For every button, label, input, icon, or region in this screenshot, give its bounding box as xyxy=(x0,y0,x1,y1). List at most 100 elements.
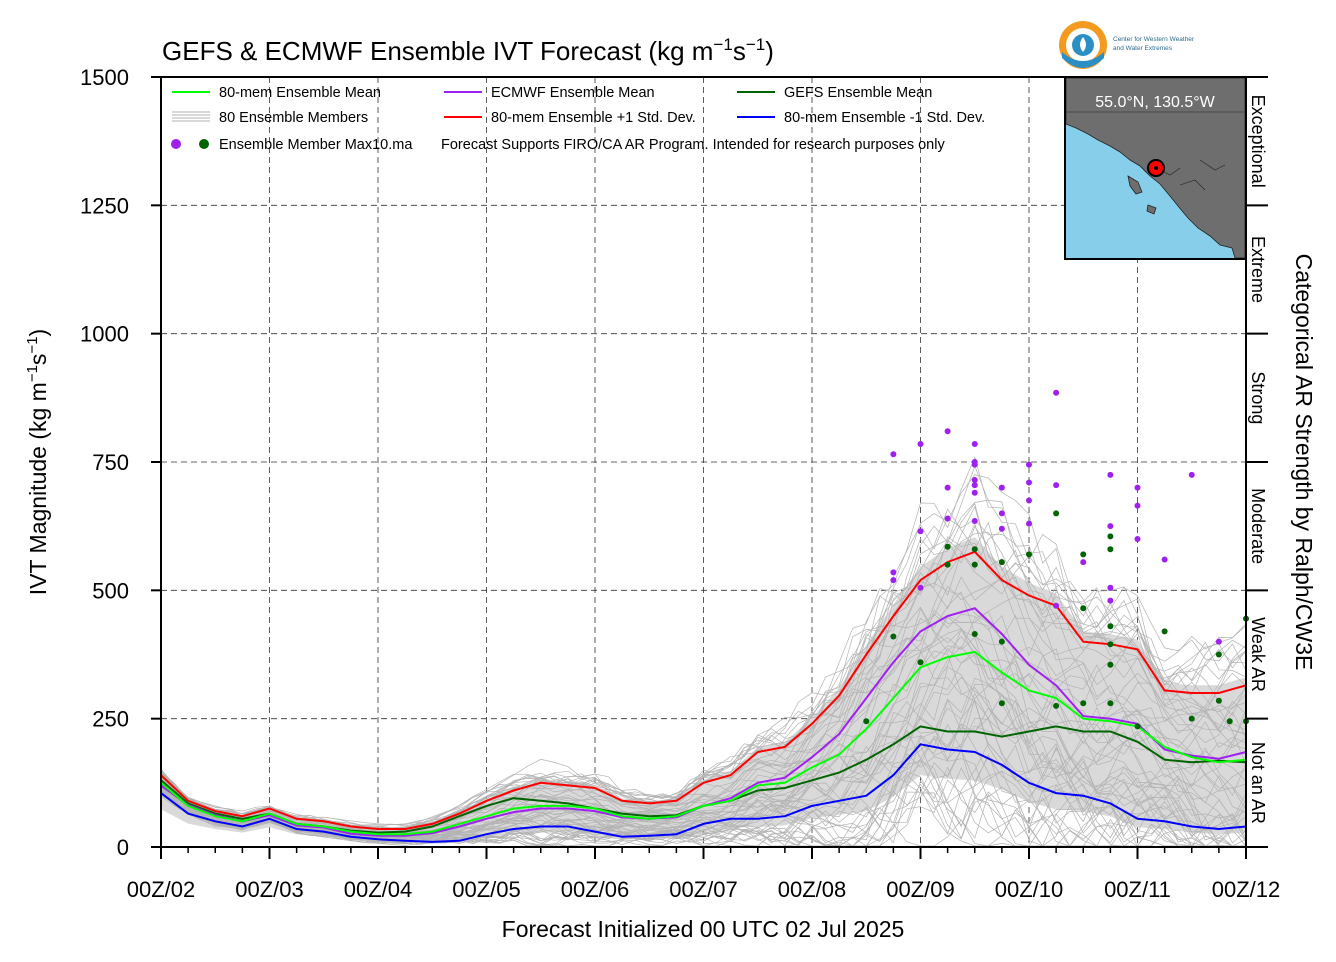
y-tick-label: 750 xyxy=(92,450,129,475)
gefs-max-point xyxy=(1215,651,1222,658)
ecmwf-max-point xyxy=(1134,536,1141,542)
x-tick-label: 00Z/11 xyxy=(1104,877,1171,902)
gefs-max-point xyxy=(1107,533,1114,540)
x-tick-label: 00Z/05 xyxy=(452,877,521,902)
ecmwf-max-point xyxy=(890,451,897,458)
ecmwf-max-point xyxy=(971,476,978,483)
gefs-max-point xyxy=(917,659,924,666)
gefs-max-point xyxy=(1080,551,1087,558)
max-points xyxy=(863,389,1249,730)
x-tick-label: 00Z/03 xyxy=(235,877,304,902)
gefs-max-point xyxy=(1134,723,1141,730)
ecmwf-max-point xyxy=(998,525,1005,532)
gefs-max-point xyxy=(863,718,870,725)
y-tick-label: 500 xyxy=(92,578,129,603)
research-note: Forecast Supports FIRO/CA AR Program. In… xyxy=(441,137,945,153)
ecmwf-max-point xyxy=(1053,602,1060,609)
ecmwf-max-point xyxy=(1107,597,1114,604)
gefs-max-point xyxy=(890,633,897,640)
y-tick-label: 250 xyxy=(92,707,129,732)
member-line xyxy=(160,609,1247,833)
ecmwf-max-point xyxy=(890,569,897,576)
category-label: Moderate xyxy=(1248,488,1268,564)
category-label: Extreme xyxy=(1248,236,1268,303)
inset-coordinates: 55.0°N, 130.5°W xyxy=(1095,94,1215,111)
chart-title: GEFS & ECMWF Ensemble IVT Forecast (kg m… xyxy=(162,35,774,66)
ecmwf-max-point xyxy=(1134,502,1141,509)
ecmwf-max-point xyxy=(1107,584,1114,591)
gefs-max-point xyxy=(998,559,1005,566)
gefs-max-point xyxy=(1226,718,1233,725)
ecmwf-max-point xyxy=(1053,482,1060,489)
ecmwf-max-point xyxy=(1188,471,1195,478)
gefs-max-point xyxy=(998,700,1005,707)
x-tick-label: 00Z/02 xyxy=(127,877,196,902)
ecmwf-max-point xyxy=(1161,556,1168,563)
gefs-max-point xyxy=(1053,702,1060,709)
legend-label: 80-mem Ensemble +1 Std. Dev. xyxy=(491,110,696,126)
legend-label: GEFS Ensemble Mean xyxy=(784,85,932,101)
ecmwf-max-point xyxy=(917,584,924,591)
member-line xyxy=(160,505,1247,830)
ecmwf-max-point xyxy=(1107,471,1114,478)
member-line xyxy=(160,765,1246,847)
member-line xyxy=(160,562,1247,829)
ar-categories: Not an AR Weak AR Moderate Strong Extreme Exc… xyxy=(1246,76,1268,848)
ecmwf-max-point xyxy=(1053,389,1060,396)
ecmwf-max-point xyxy=(1026,520,1032,527)
legend-label: 80-mem Ensemble Mean xyxy=(219,85,381,101)
y-tick-label: 0 xyxy=(117,835,129,860)
ecmwf-max-point xyxy=(971,482,978,489)
ecmwf-max-point xyxy=(944,515,951,522)
gefs-max-point xyxy=(1026,551,1032,558)
y-tick-label: 1000 xyxy=(80,322,129,347)
ecmwf-max-point xyxy=(1026,479,1032,486)
series-lines xyxy=(160,550,1247,843)
y-tick-label: 1250 xyxy=(80,193,129,218)
legend-dot-gefs xyxy=(199,139,209,149)
member-line xyxy=(160,607,1247,834)
member-line xyxy=(160,582,1247,834)
ecmwf-max-point xyxy=(1134,484,1141,491)
category-label: Weak AR xyxy=(1248,617,1268,692)
ecmwf-max-point xyxy=(971,489,978,496)
gefs-max-point xyxy=(971,630,978,637)
member-line xyxy=(160,525,1247,830)
ecmwf-max-point xyxy=(944,484,951,491)
ecmwf-max-point xyxy=(971,518,978,525)
ecmwf-max-point xyxy=(1215,638,1222,645)
x-tick-label: 00Z/04 xyxy=(344,877,413,902)
x-tick-label: 00Z/09 xyxy=(886,877,955,902)
ecmwf-max-point xyxy=(971,441,978,448)
series-minus_sd xyxy=(160,743,1247,843)
series-mean80 xyxy=(160,650,1247,836)
category-label: Not an AR xyxy=(1248,742,1268,824)
legend-label: 80 Ensemble Members xyxy=(219,110,368,126)
member-line xyxy=(160,758,1246,847)
x-tick-label: 00Z/12 xyxy=(1212,877,1281,902)
ecmwf-max-point xyxy=(998,510,1005,517)
ecmwf-max-point xyxy=(1026,497,1032,504)
gefs-max-point xyxy=(1107,700,1114,707)
logo-line1: Center for Western Weather xyxy=(1113,36,1195,43)
legend: 80-mem Ensemble Mean ECMWF Ensemble Mean… xyxy=(171,85,985,153)
x-tick-label: 00Z/06 xyxy=(561,877,630,902)
ecmwf-max-point xyxy=(971,459,978,465)
legend-swatch-members xyxy=(172,111,210,122)
logo-line2: and Water Extremes xyxy=(1113,45,1173,52)
legend-label: Ensemble Member Max10.ma xyxy=(219,137,413,153)
ecmwf-max-point xyxy=(1026,461,1032,468)
gefs-max-point xyxy=(1188,715,1195,722)
legend-label: 80-mem Ensemble -1 Std. Dev. xyxy=(784,110,985,126)
ecmwf-max-point xyxy=(890,577,897,584)
member-line xyxy=(160,523,1247,830)
cw3e-logo: Center for Western Weather and Water Ext… xyxy=(1059,21,1195,69)
gefs-max-point xyxy=(998,638,1005,645)
x-tick-label: 00Z/10 xyxy=(995,877,1064,902)
gefs-max-point xyxy=(1107,546,1114,553)
gefs-max-point xyxy=(1107,661,1114,668)
gefs-max-point xyxy=(944,561,951,568)
member-line xyxy=(160,654,1247,840)
legend-label: ECMWF Ensemble Mean xyxy=(491,85,655,101)
gefs-max-point xyxy=(971,561,978,568)
